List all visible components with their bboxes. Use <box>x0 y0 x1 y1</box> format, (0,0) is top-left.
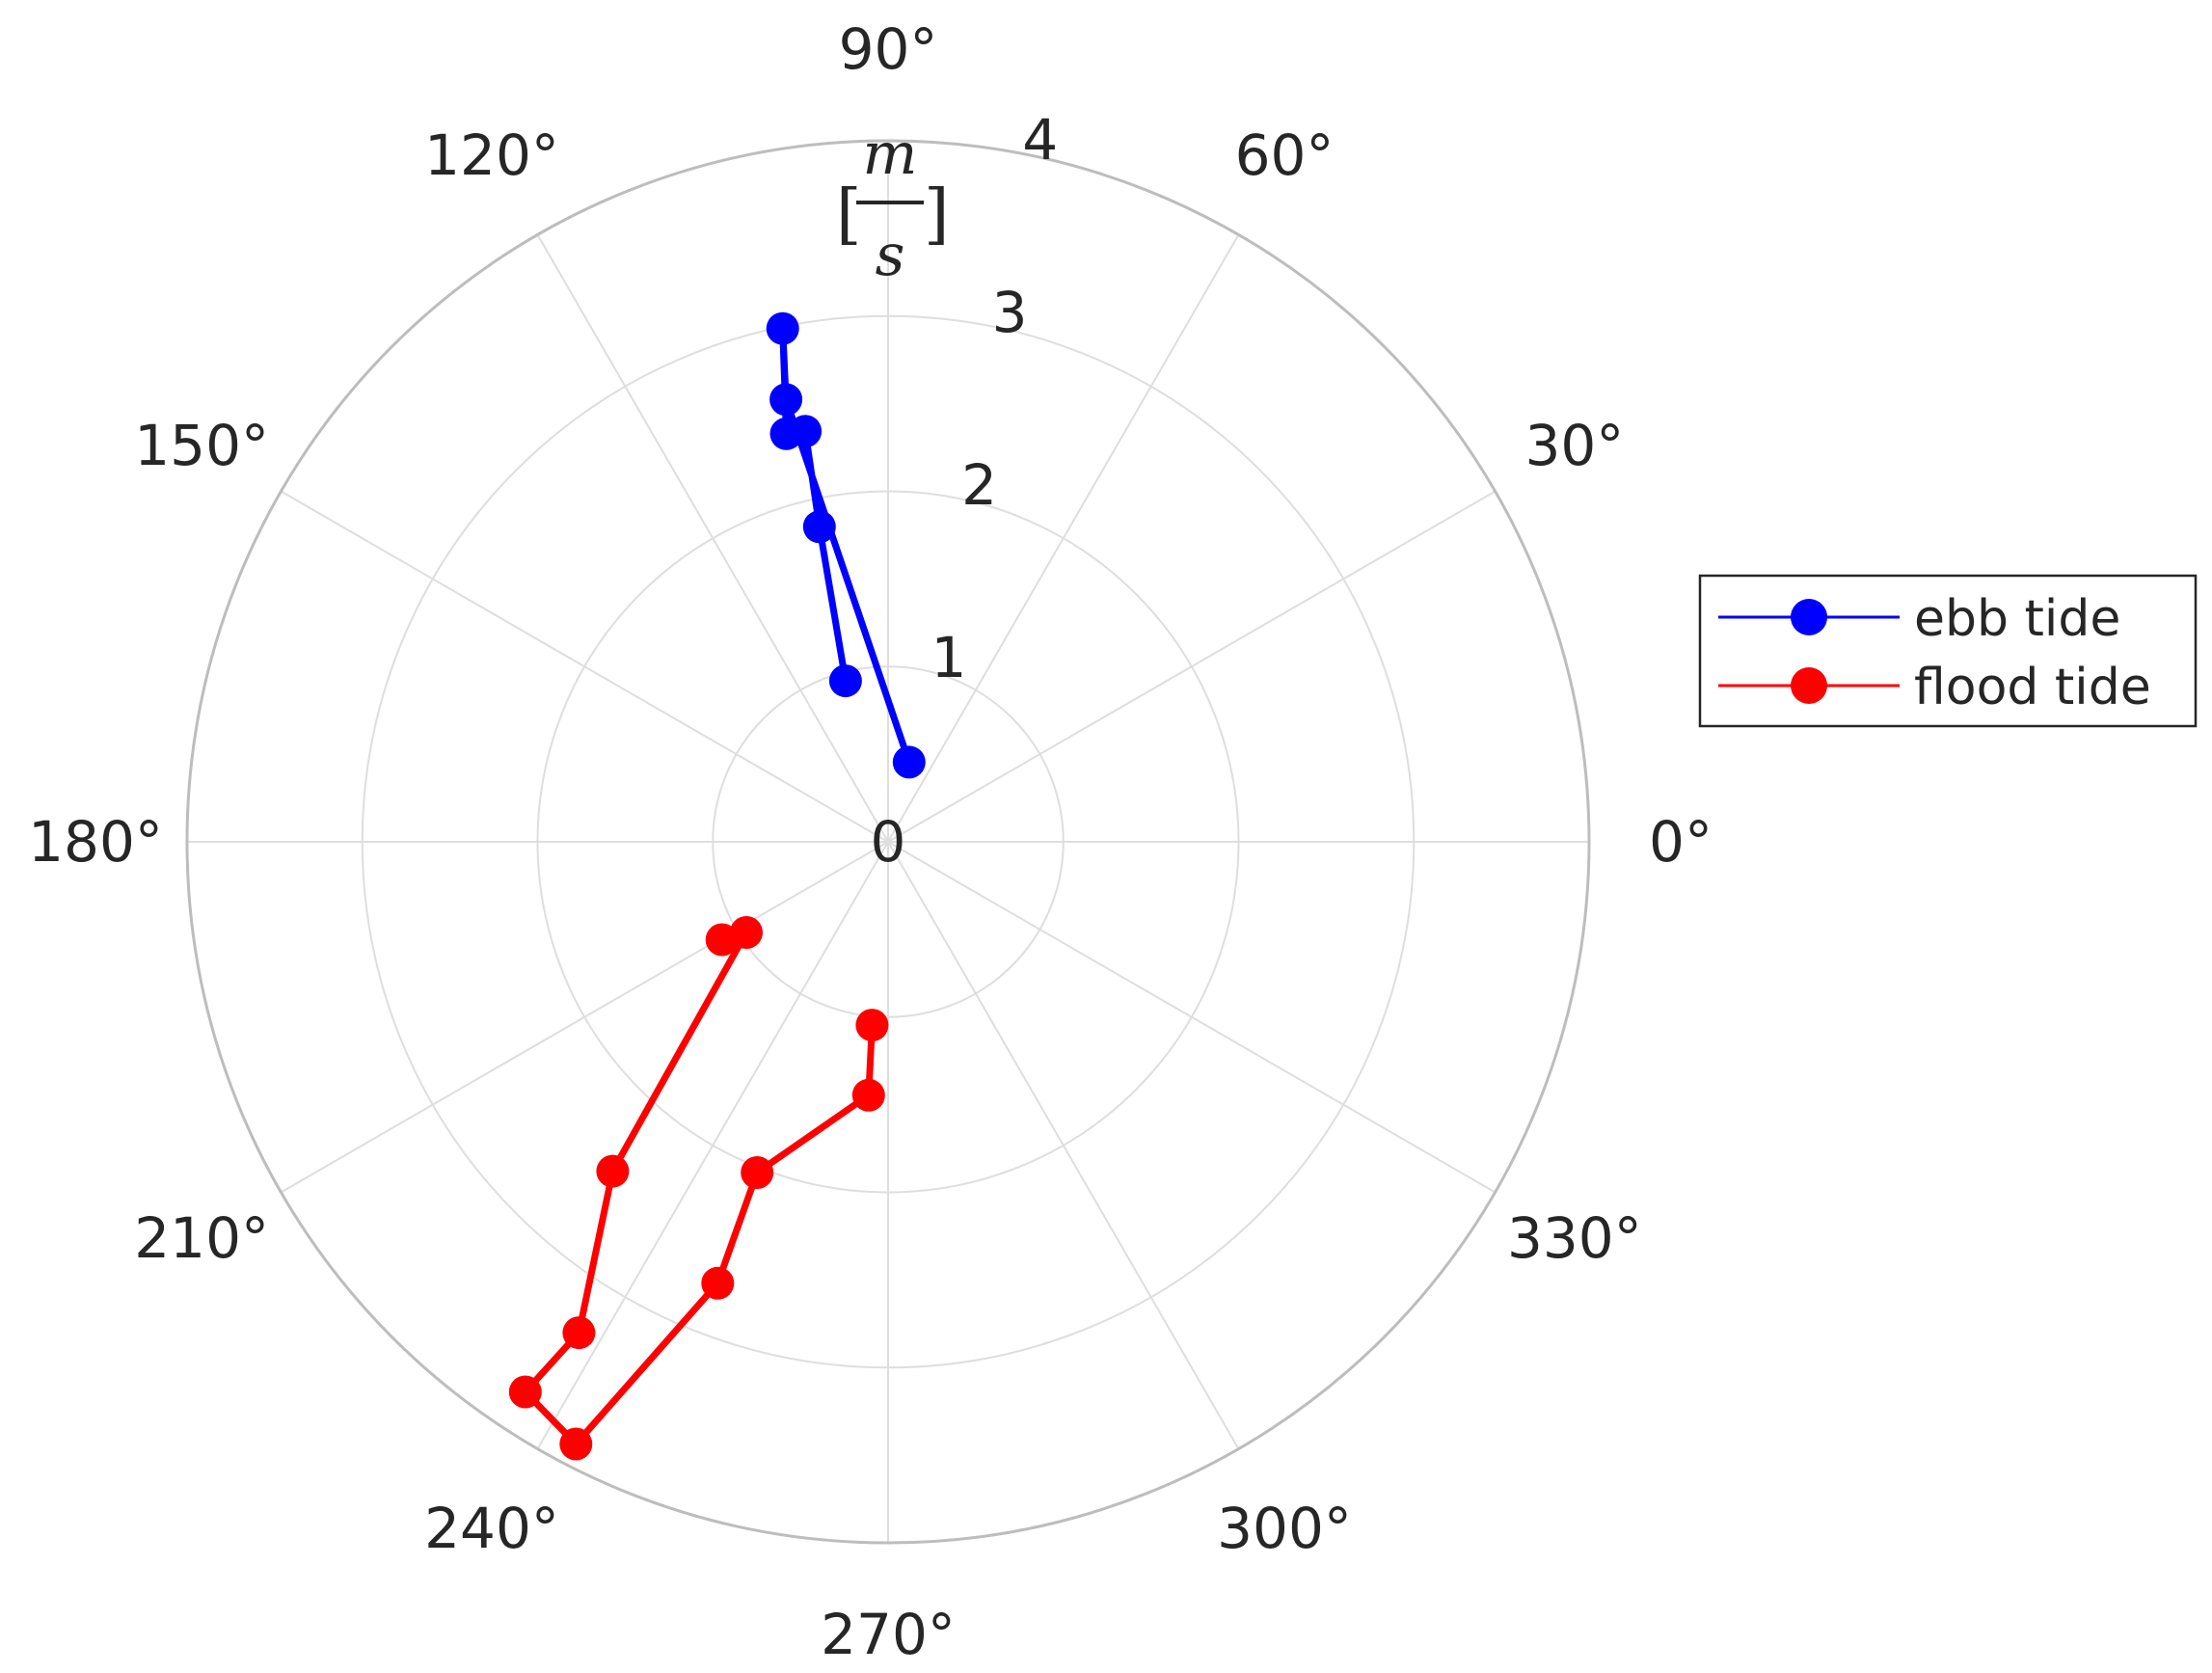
point-flood-tide-4 <box>508 1375 542 1409</box>
series-flood-tide <box>508 916 889 1461</box>
point-flood-tide-7 <box>741 1156 774 1189</box>
radial-tick-labels: 0 1 2 3 4 <box>871 107 1059 875</box>
radial-unit-label: [ m s ] <box>836 121 950 289</box>
angular-tick-labels: 0° 30° 60° 90° 120° 150° 180° 210° 240° 270° 300° 3… <box>28 16 1713 1667</box>
unit-close-bracket: ] <box>924 176 950 253</box>
point-ebb-tide-0 <box>828 664 862 698</box>
grid-ring-2 <box>536 490 1240 1194</box>
point-flood-tide-2 <box>596 1154 630 1188</box>
series-line-flood-tide <box>522 929 876 1447</box>
polar-grid <box>185 139 1591 1545</box>
point-ebb-tide-1 <box>802 510 836 544</box>
legend-ebb-marker <box>1791 599 1827 635</box>
legend-flood-marker <box>1791 667 1827 704</box>
r-tick-label-1: 1 <box>931 625 967 690</box>
legend-flood-label: flood tide <box>1914 659 2151 716</box>
theta-tick-label-330: 330° <box>1507 1205 1642 1271</box>
grid-ring-3 <box>361 314 1416 1369</box>
r-tick-label-4: 4 <box>1022 107 1058 173</box>
r-tick-label-2: 2 <box>961 452 997 518</box>
legend-entry-ebb-tide: ebb tide <box>1718 590 2120 648</box>
theta-tick-label-150: 150° <box>134 413 269 478</box>
grid-ring-4 <box>185 139 1591 1545</box>
point-flood-tide-8 <box>851 1078 885 1112</box>
unit-denominator: s <box>876 222 905 289</box>
series-ebb-tide <box>766 311 926 779</box>
theta-tick-label-120: 120° <box>424 122 559 188</box>
theta-tick-label-270: 270° <box>821 1602 956 1667</box>
unit-numerator: m <box>863 121 918 188</box>
grid-ring-1 <box>712 665 1065 1018</box>
theta-tick-label-60: 60° <box>1235 122 1335 188</box>
point-flood-tide-5 <box>559 1427 593 1461</box>
r-tick-label-3: 3 <box>992 280 1028 345</box>
theta-tick-label-180: 180° <box>28 809 163 875</box>
legend-entry-flood-tide: flood tide <box>1718 659 2151 716</box>
point-flood-tide-6 <box>701 1266 735 1300</box>
theta-tick-label-30: 30° <box>1524 413 1624 478</box>
legend: ebb tide flood tide <box>1698 574 2198 728</box>
point-ebb-tide-3 <box>769 417 803 450</box>
theta-tick-label-90: 90° <box>839 16 938 82</box>
point-flood-tide-9 <box>855 1009 889 1042</box>
theta-tick-label-240: 240° <box>424 1496 559 1561</box>
data-series <box>508 311 926 1461</box>
point-flood-tide-1 <box>730 916 763 949</box>
theta-tick-label-300: 300° <box>1217 1496 1352 1561</box>
point-ebb-tide-5 <box>769 383 803 417</box>
theta-tick-label-210: 210° <box>134 1205 269 1271</box>
legend-box <box>1698 574 2198 728</box>
point-ebb-tide-4 <box>766 311 799 345</box>
point-flood-tide-3 <box>562 1316 596 1350</box>
unit-open-bracket: [ <box>836 176 862 253</box>
theta-tick-label-0: 0° <box>1649 809 1713 875</box>
legend-ebb-label: ebb tide <box>1914 590 2120 648</box>
r-tick-label-0: 0 <box>871 809 906 875</box>
point-ebb-tide-6 <box>892 745 926 779</box>
